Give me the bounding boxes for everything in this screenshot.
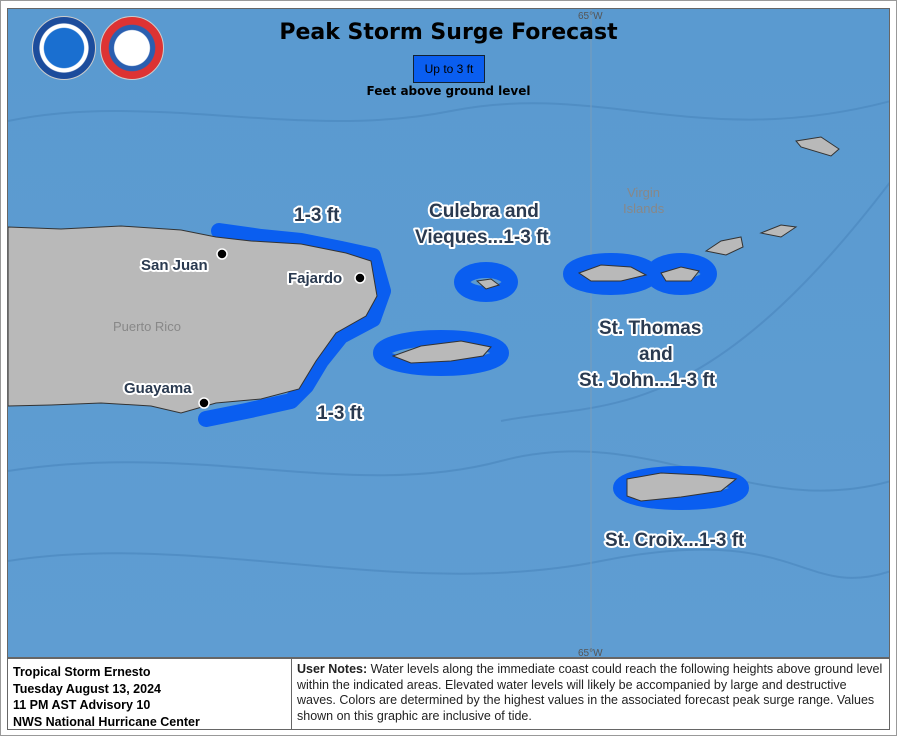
- advisory-date: Tuesday August 13, 2024: [13, 681, 161, 696]
- culebra: [475, 278, 501, 290]
- label-south-pr: 1-3 ft: [317, 403, 363, 424]
- surge-zones: [198, 223, 749, 510]
- city-san-juan: San Juan: [141, 257, 208, 274]
- st-thomas: [577, 264, 648, 282]
- virgin-gorda: [759, 224, 798, 238]
- label-stthomas-2: and: [639, 344, 673, 365]
- bathymetry: [8, 100, 889, 579]
- noaa-logo: [32, 16, 96, 80]
- footer: Tropical Storm Ernesto Tuesday August 13…: [7, 658, 890, 730]
- agency: NWS National Hurricane Center: [13, 714, 200, 729]
- user-notes-text: Water levels along the immediate coast c…: [297, 662, 883, 723]
- advisory-info: Tropical Storm Ernesto Tuesday August 13…: [8, 659, 292, 729]
- map[interactable]: 65°W 65°W Puerto Rico Virgin Islands San…: [7, 8, 890, 658]
- tortola: [704, 236, 744, 256]
- label-stthomas-1: St. Thomas: [599, 318, 701, 339]
- graticule-bottom: 65°W: [578, 648, 603, 658]
- st-john: [660, 266, 700, 282]
- city-markers: [198, 248, 366, 409]
- puerto-rico: [8, 225, 378, 414]
- advisory-number: 11 PM AST Advisory 10: [13, 698, 151, 712]
- label-culebra-1: Culebra and: [429, 201, 539, 222]
- region-puerto-rico: Puerto Rico: [113, 319, 181, 334]
- region-virgin-islands: Virgin: [627, 185, 660, 200]
- legend-swatch-up-to-3ft: Up to 3 ft: [413, 55, 485, 83]
- st-croix: [626, 472, 738, 502]
- nws-logo: [100, 16, 164, 80]
- region-virgin-islands-2: Islands: [623, 201, 665, 216]
- label-stthomas-3: St. John...1-3 ft: [579, 370, 716, 391]
- legend-subtitle: Feet above ground level: [366, 84, 531, 98]
- label-stcroix: St. Croix...1-3 ft: [605, 530, 745, 551]
- user-notes-label: User Notes:: [297, 662, 368, 676]
- storm-name: Tropical Storm Ernesto: [13, 665, 151, 679]
- page-title: Peak Storm Surge Forecast: [279, 20, 618, 45]
- label-culebra-2: Vieques...1-3 ft: [415, 227, 549, 248]
- anegada: [795, 136, 840, 157]
- graticule-top: 65°W: [578, 11, 603, 22]
- vieques: [391, 340, 492, 364]
- user-notes: User Notes: Water levels along the immed…: [292, 659, 889, 729]
- label-north-pr: 1-3 ft: [294, 205, 340, 226]
- city-guayama: Guayama: [124, 380, 192, 397]
- city-fajardo: Fajardo: [288, 270, 342, 287]
- land: [8, 136, 840, 502]
